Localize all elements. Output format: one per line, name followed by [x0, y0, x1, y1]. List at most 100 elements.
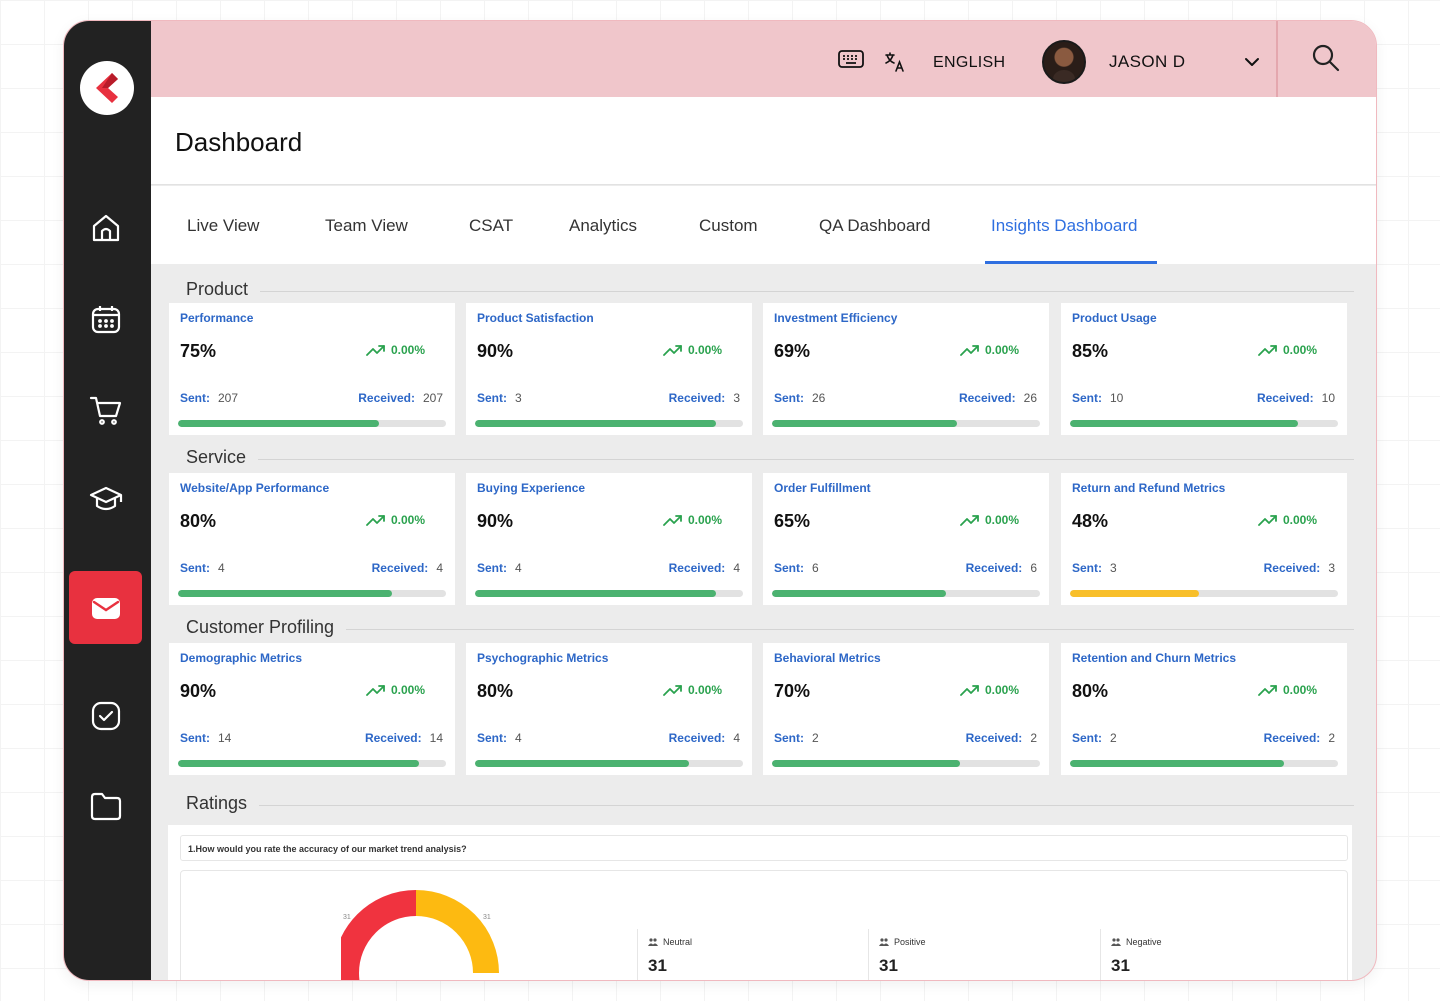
sent-label: Sent:	[180, 561, 210, 575]
card-trend: 0.00%	[366, 343, 425, 357]
card-value: 70%	[774, 681, 811, 701]
received-label: Received:	[668, 561, 726, 575]
metric-card[interactable]: Psychographic Metrics 80% 0.00% Sent: 4 Recei…	[466, 643, 752, 775]
check-square-icon	[91, 701, 120, 730]
sidebar-item-cart[interactable]	[69, 373, 142, 446]
card-value: 48%	[1072, 511, 1109, 531]
card-sent: Sent: 4	[477, 731, 522, 745]
card-trend: 0.00%	[960, 683, 1019, 697]
folder-icon	[90, 792, 121, 820]
trend-up-icon	[663, 345, 682, 356]
tab-live-view[interactable]: Live View	[187, 216, 260, 235]
topbar-divider	[1276, 21, 1278, 97]
received-value: 3	[733, 391, 740, 405]
metric-card[interactable]: Website/App Performance 80% 0.00% Sent: 4 Rec…	[169, 473, 455, 605]
card-title: Retention and Churn Metrics	[1072, 651, 1237, 665]
stat-positive: Positive 31	[868, 929, 1098, 980]
received-label: Received:	[358, 391, 415, 405]
users-icon	[1111, 938, 1121, 946]
trend-up-icon	[960, 685, 979, 696]
card-sent: Sent: 26	[774, 391, 825, 405]
trend-up-icon	[663, 685, 682, 696]
ratings-card: 1.How would you rate the accuracy of our…	[168, 825, 1352, 980]
metric-card[interactable]: Order Fulfillment 65% 0.00% Sent: 6 Received:…	[763, 473, 1049, 605]
trend-up-icon	[366, 345, 385, 356]
tab-team-view[interactable]: Team View	[325, 216, 408, 235]
sidebar-item-calendar[interactable]	[69, 282, 142, 355]
sent-value: 6	[812, 561, 819, 575]
language-selector[interactable]: ENGLISH	[933, 54, 1006, 71]
sidebar-item-home[interactable]	[69, 191, 142, 264]
trend-up-icon	[663, 515, 682, 526]
card-title: Buying Experience	[477, 481, 586, 495]
stat-value: 31	[648, 956, 667, 975]
card-title: Return and Refund Metrics	[1072, 481, 1226, 495]
app-logo[interactable]	[80, 61, 134, 115]
sent-value: 207	[218, 391, 239, 405]
tab-custom[interactable]: Custom	[699, 216, 758, 235]
sent-value: 3	[515, 391, 522, 405]
sidebar-item-files[interactable]	[69, 769, 142, 842]
sent-label: Sent:	[180, 731, 210, 745]
card-received: Received: 2	[966, 731, 1037, 745]
sent-value: 14	[218, 731, 232, 745]
card-received: Received: 26	[959, 391, 1037, 405]
card-value: 80%	[180, 511, 217, 531]
progress-fill	[1070, 590, 1199, 597]
metric-card[interactable]: Behavioral Metrics 70% 0.00% Sent: 2 Received…	[763, 643, 1049, 775]
sidebar-item-tasks[interactable]	[69, 679, 142, 752]
metric-card[interactable]: Retention and Churn Metrics 80% 0.00% Sent:…	[1061, 643, 1347, 775]
metric-card[interactable]: Performance 75% 0.00% Sent: 207 Received: 207	[169, 303, 455, 435]
received-label: Received:	[371, 561, 429, 575]
stat-name: Negative	[1126, 937, 1162, 947]
user-menu-toggle[interactable]	[1244, 55, 1260, 73]
section-title-customer-profiling: Customer Profiling	[186, 617, 347, 638]
tab-insights-dashboard[interactable]: Insights Dashboard	[991, 216, 1138, 235]
metric-card[interactable]: Product Satisfaction 90% 0.00% Sent: 3 Receiv…	[466, 303, 752, 435]
progress-fill	[178, 590, 393, 597]
card-sent: Sent: 4	[180, 561, 225, 575]
progress-fill	[178, 760, 420, 767]
trend-up-icon	[366, 515, 385, 526]
trend-value: 0.00%	[984, 683, 1019, 697]
card-value: 90%	[180, 681, 217, 701]
received-value: 207	[422, 391, 443, 405]
rating-donut-chart	[341, 890, 499, 980]
graduation-cap-icon	[89, 486, 122, 510]
sidebar-item-mail[interactable]	[69, 571, 142, 644]
trend-value: 0.00%	[1282, 683, 1317, 697]
progress-bar	[772, 590, 1040, 597]
user-name[interactable]: JASON D	[1109, 52, 1186, 71]
trend-value: 0.00%	[390, 683, 425, 697]
card-received: Received: 4	[669, 561, 740, 575]
sidebar-item-training[interactable]	[69, 462, 142, 535]
keyboard-button[interactable]	[837, 47, 865, 76]
card-received: Received: 207	[358, 391, 443, 405]
metric-card[interactable]: Return and Refund Metrics 48% 0.00% Sent: 3 R…	[1061, 473, 1347, 605]
page-title: Dashboard	[175, 127, 303, 157]
tab-qa-dashboard[interactable]: QA Dashboard	[819, 216, 931, 235]
card-sent: Sent: 3	[477, 391, 522, 405]
tab-analytics[interactable]: Analytics	[569, 216, 638, 235]
progress-bar	[178, 590, 446, 597]
card-received: Received: 3	[669, 391, 740, 405]
tab-csat[interactable]: CSAT	[469, 216, 514, 235]
translate-button[interactable]	[884, 51, 906, 78]
trend-value: 0.00%	[390, 513, 425, 527]
card-received: Received: 14	[365, 731, 443, 745]
mail-icon	[91, 597, 120, 619]
metric-card[interactable]: Demographic Metrics 90% 0.00% Sent: 14 Receiv…	[169, 643, 455, 775]
card-title: Product Usage	[1072, 311, 1157, 325]
card-value: 80%	[477, 681, 514, 701]
tab-bar: Live View Team View CSAT Analytics Custo…	[151, 186, 1376, 264]
sent-value: 3	[1110, 561, 1117, 575]
metric-card[interactable]: Buying Experience 90% 0.00% Sent: 4 Received:…	[466, 473, 752, 605]
metric-card[interactable]: Product Usage 85% 0.00% Sent: 10 Received: 10	[1061, 303, 1347, 435]
card-value: 69%	[774, 341, 811, 361]
card-trend: 0.00%	[960, 343, 1019, 357]
progress-bar	[772, 760, 1040, 767]
search-button[interactable]	[1311, 43, 1341, 78]
received-label: Received:	[1256, 391, 1314, 405]
metric-card[interactable]: Investment Efficiency 69% 0.00% Sent: 26 Rece…	[763, 303, 1049, 435]
avatar[interactable]	[1042, 40, 1086, 84]
